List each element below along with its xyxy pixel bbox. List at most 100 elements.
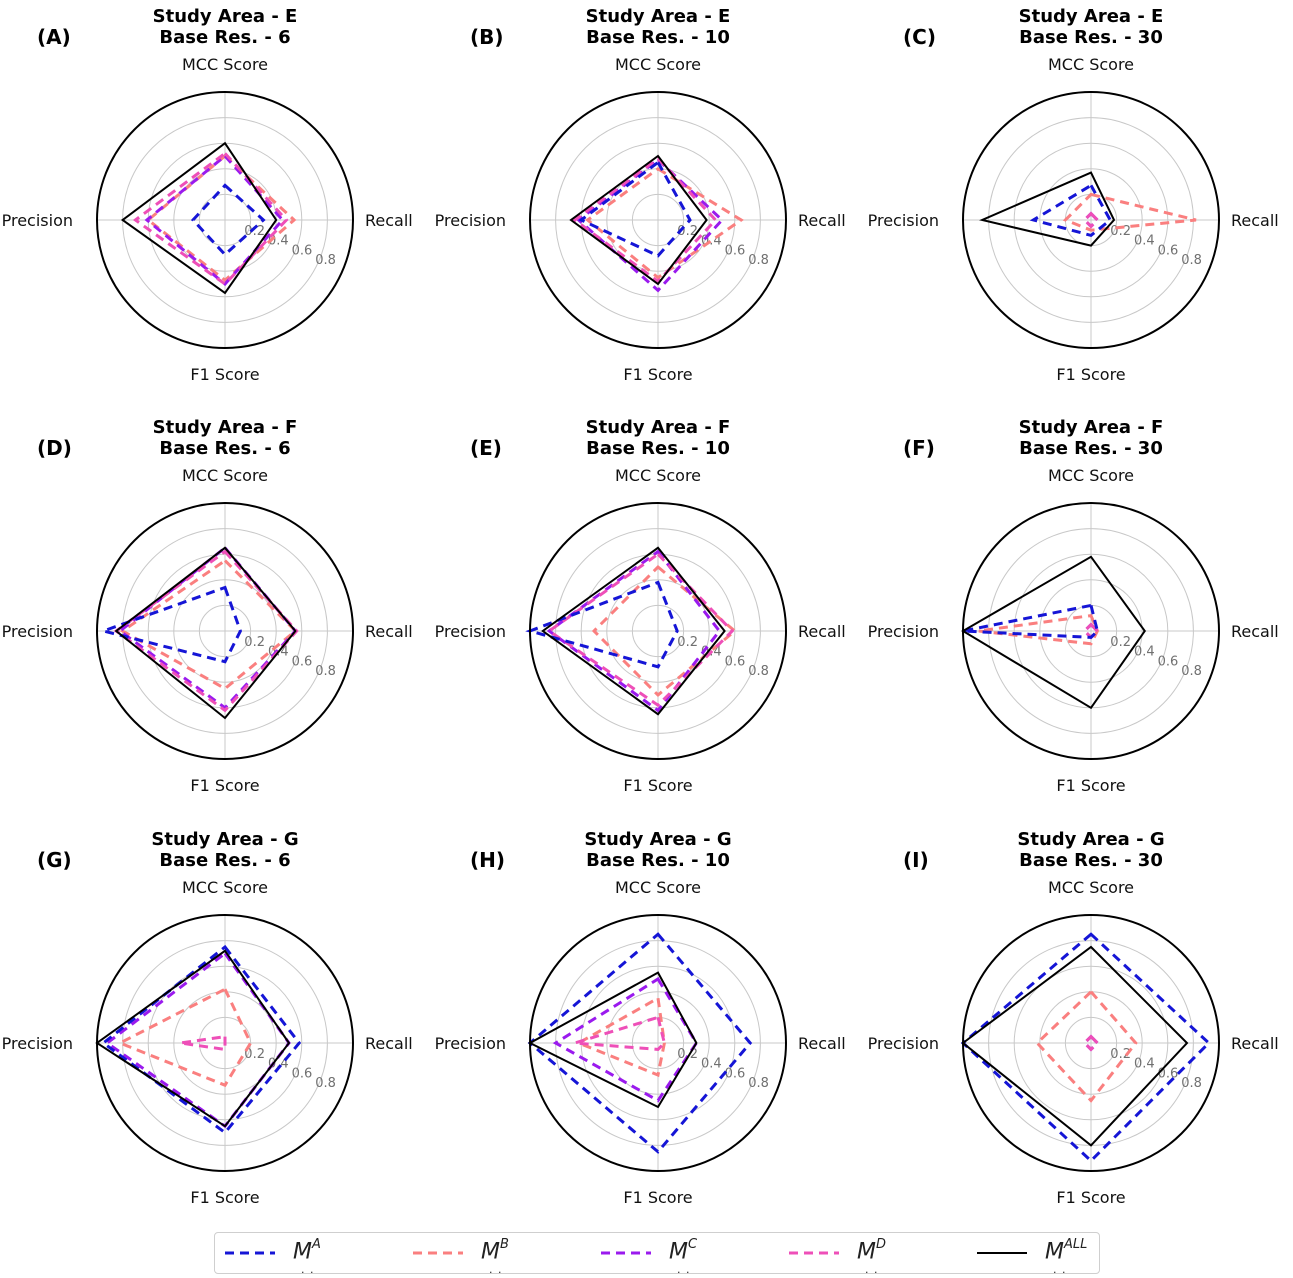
outer-frame — [529, 91, 787, 349]
radial-tick-label: 0.4 — [1134, 645, 1155, 660]
series-mall — [961, 555, 1147, 710]
series-mall — [527, 971, 698, 1109]
radial-tick-label: 0.4 — [701, 1057, 722, 1072]
radial-tick-label: 0.2 — [677, 635, 698, 650]
axis-label-mcc: MCC Score — [615, 55, 701, 74]
series-md — [574, 1015, 667, 1051]
series-md — [1082, 211, 1100, 229]
radial-tick-label: 0.8 — [315, 1076, 336, 1091]
series-mb — [978, 613, 1100, 646]
axis-label-recall: Recall — [365, 622, 413, 641]
series-mall — [541, 546, 726, 716]
outer-frame — [96, 502, 354, 760]
radial-tick-label: 0.2 — [677, 1047, 698, 1062]
axis-label-recall: Recall — [1231, 1034, 1279, 1053]
radial-tick-label: 0.2 — [1110, 635, 1131, 650]
chart-legend: MA. . MB. . MC. . MD. . MALL. . — [214, 1232, 1100, 1276]
radial-tick-label: 0.6 — [725, 1066, 746, 1081]
panel-subtitle: Base Res. - 10 — [586, 27, 730, 48]
axis-label-f1: F1 Score — [623, 365, 692, 384]
panel-title: Study Area - G — [1017, 829, 1164, 850]
series-ma — [527, 932, 753, 1154]
radar-panel-f: 0.20.40.60.8 MCC Score Recall F1 Score Preci… — [868, 417, 1279, 795]
panel-title: Study Area - F — [586, 417, 731, 438]
axis-label-mcc: MCC Score — [182, 466, 268, 485]
radial-tick-label: 0.2 — [244, 1047, 265, 1062]
series-md — [179, 1034, 227, 1052]
series-ma — [578, 160, 692, 258]
radar-panel-i: 0.20.40.60.8 MCC Score Recall F1 Score Preci… — [868, 829, 1279, 1207]
panel-title: Study Area - F — [153, 417, 298, 438]
axis-label-precision: Precision — [2, 622, 73, 641]
series-mb — [591, 564, 738, 698]
legend-swatch — [413, 1251, 463, 1255]
radial-tick-label: 0.2 — [244, 224, 265, 239]
axis-label-recall: Recall — [365, 211, 413, 230]
radial-tick-label: 0.8 — [1181, 664, 1202, 679]
panel-subtitle: Base Res. - 6 — [159, 850, 290, 871]
panel-subtitle: Base Res. - 10 — [586, 438, 730, 459]
legend-swatch — [977, 1252, 1027, 1254]
series-md — [546, 552, 735, 708]
axis-label-precision: Precision — [435, 211, 506, 230]
panel-label: (F) — [903, 436, 935, 460]
axis-label-f1: F1 Score — [623, 1188, 692, 1207]
series-mall — [114, 546, 297, 720]
series-ma — [525, 580, 679, 669]
outer-frame — [96, 914, 354, 1172]
panel-title: Study Area - E — [1019, 6, 1164, 27]
radial-tick-label: 0.6 — [1158, 654, 1179, 669]
axis-label-f1: F1 Score — [1056, 776, 1125, 795]
axis-label-mcc: MCC Score — [182, 878, 268, 897]
outer-frame — [962, 502, 1220, 760]
axis-label-f1: F1 Score — [190, 365, 259, 384]
series-mb — [119, 558, 298, 691]
legend-item-md: MD. . — [787, 1233, 967, 1276]
radial-tick-label: 0.2 — [1110, 1047, 1131, 1062]
series-mc — [144, 153, 285, 287]
panel-subtitle: Base Res. - 6 — [159, 438, 290, 459]
panel-title: Study Area - F — [1019, 417, 1164, 438]
panel-label: (E) — [470, 436, 502, 460]
legend-swatch — [225, 1251, 275, 1255]
axis-label-recall: Recall — [365, 1034, 413, 1053]
panel-subtitle: Base Res. - 30 — [1019, 27, 1163, 48]
series-mb — [575, 995, 666, 1078]
radial-tick-label: 0.6 — [1158, 243, 1179, 258]
panel-subtitle: Base Res. - 30 — [1019, 850, 1163, 871]
series-mc — [117, 545, 298, 710]
panel-title: Study Area - E — [586, 6, 731, 27]
radial-tick-label: 0.6 — [292, 654, 313, 669]
legend-item-mc: MC. . — [599, 1233, 779, 1276]
axis-label-mcc: MCC Score — [615, 466, 701, 485]
axis-label-precision: Precision — [2, 1034, 73, 1053]
panel-title: Study Area - G — [584, 829, 731, 850]
series-mc — [576, 157, 725, 293]
outer-frame — [96, 91, 354, 349]
outer-frame — [529, 914, 787, 1172]
legend-item-mall: MALL. . — [975, 1233, 1155, 1276]
panel-title: Study Area - G — [151, 829, 298, 850]
series-md — [572, 156, 718, 284]
radial-tick-label: 0.8 — [1181, 253, 1202, 268]
legend-label: MA. . — [293, 1237, 321, 1276]
outer-frame — [962, 914, 1220, 1172]
radial-tick-label: 0.8 — [748, 1076, 769, 1091]
axis-label-recall: Recall — [798, 1034, 846, 1053]
axis-label-precision: Precision — [435, 622, 506, 641]
series-mb — [585, 166, 744, 280]
radial-tick-label: 0.8 — [315, 253, 336, 268]
radar-panel-g: 0.20.40.60.8 MCC Score Recall F1 Score Preci… — [2, 829, 413, 1207]
legend-item-ma: MA. . — [223, 1233, 403, 1276]
series-ma — [100, 944, 302, 1135]
panel-label: (B) — [470, 25, 504, 49]
series-mall — [961, 945, 1189, 1147]
axis-label-mcc: MCC Score — [615, 878, 701, 897]
axis-label-mcc: MCC Score — [182, 55, 268, 74]
radial-tick-label: 0.4 — [268, 1057, 289, 1072]
panel-label: (C) — [903, 25, 936, 49]
